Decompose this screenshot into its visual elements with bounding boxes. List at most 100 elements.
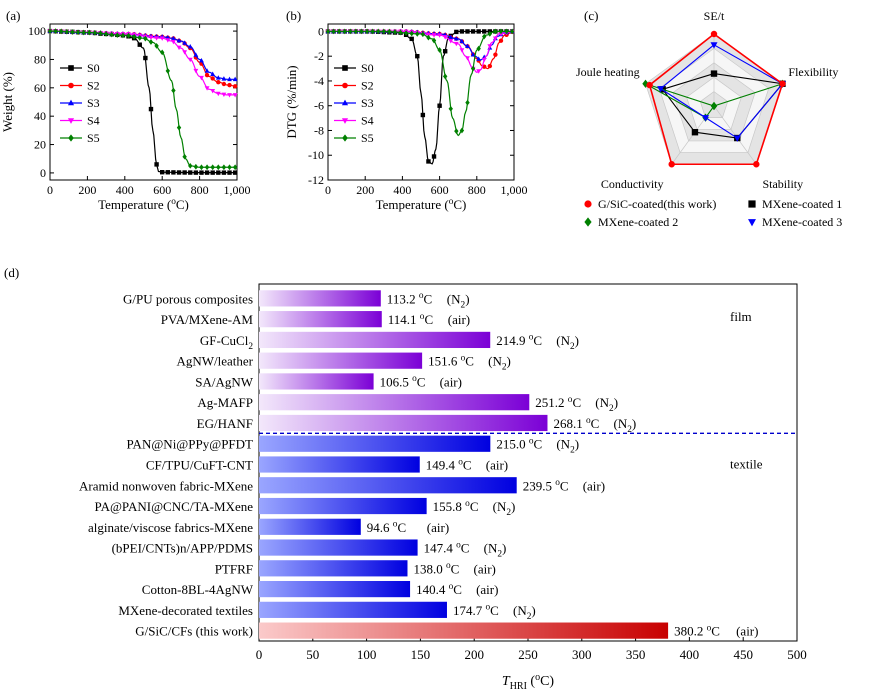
radar-point (668, 161, 675, 168)
x-tick-label: 1,000 (224, 183, 251, 197)
data-marker-S5 (442, 73, 448, 80)
panel-label: (d) (4, 265, 19, 280)
data-marker-S5 (381, 28, 386, 35)
x-tick-label: 200 (78, 183, 96, 197)
radar-series-3 (659, 44, 784, 139)
data-marker-S2 (227, 82, 232, 88)
x-tick-label: 400 (680, 647, 700, 662)
data-marker-S5 (470, 65, 476, 72)
data-marker-S0 (437, 103, 442, 108)
legend-marker (748, 200, 756, 208)
bar (259, 435, 491, 452)
data-marker-S5 (376, 28, 381, 35)
data-marker-S5 (193, 163, 199, 170)
legend-marker (341, 118, 349, 124)
data-marker-S4 (187, 57, 193, 63)
data-marker-S5 (216, 164, 221, 171)
bar-category-label: PA@PANI@CNC/TA-MXene (95, 499, 254, 514)
data-marker-S0 (454, 29, 459, 35)
x-tick-label: 500 (787, 647, 807, 662)
data-marker-S0 (221, 170, 227, 175)
x-tick-label: 200 (464, 647, 484, 662)
bar-category-label: GF-CuCl2​ (200, 333, 253, 352)
bar-value-label: 155.8 oC (433, 499, 479, 514)
series-line-S0 (328, 30, 514, 165)
y-axis-label: DTG (%/min) (284, 65, 299, 138)
bar (259, 394, 530, 411)
panel-label: (a) (6, 8, 20, 23)
data-marker-S3 (171, 35, 176, 41)
data-marker-S4 (453, 41, 459, 47)
bar-category-label: SA/AgNW (195, 374, 254, 389)
bar-value-label: 149.4 oC (426, 457, 472, 472)
bar-atmosphere-label: (N2​) (493, 499, 516, 518)
bar-atmosphere-label: (N2​) (513, 603, 536, 622)
y-tick-label: 60 (34, 81, 46, 95)
data-marker-S5 (336, 28, 342, 35)
data-marker-S5 (154, 43, 159, 49)
bar-atmosphere-label: (N2​) (613, 416, 636, 435)
plot-frame (327, 23, 515, 181)
series-line-S5 (328, 30, 514, 137)
data-marker-S5 (426, 34, 431, 41)
data-marker-S0 (160, 170, 165, 175)
radar-point (691, 129, 699, 136)
data-marker-S4 (465, 56, 470, 61)
x-tick-label: 1,000 (501, 183, 528, 197)
data-marker-S4 (227, 93, 232, 98)
data-marker-S3 (215, 75, 221, 80)
data-marker-S5 (392, 29, 398, 35)
data-marker-S5 (325, 28, 331, 35)
data-marker-S0 (188, 170, 193, 175)
legend-label: MXene-coated 3 (762, 215, 842, 229)
data-marker-S4 (148, 35, 154, 40)
radar-axis-label: Conductivity (601, 177, 664, 191)
data-marker-S4 (193, 68, 199, 74)
y-tick-label: 100 (28, 24, 46, 38)
x-axis-label: Temperature (oC) (376, 197, 467, 212)
bar-value-label: 114.1 oC (388, 312, 433, 327)
x-tick-label: 150 (411, 647, 431, 662)
data-marker-S2 (232, 84, 238, 89)
data-marker-S5 (87, 29, 92, 36)
panel-a: (a) 0 200 400 600 800 1,000 0 20 40 60 80 100 Tempera… (0, 8, 251, 212)
data-marker-S0 (482, 29, 487, 34)
legend-label-S2: S2 (361, 79, 374, 93)
bar (259, 311, 382, 328)
data-marker-S5 (465, 99, 470, 106)
bar-atmosphere-label: (air) (583, 478, 605, 493)
x-tick-label: 350 (626, 647, 646, 662)
legend-label-S0: S0 (87, 61, 100, 75)
legend-label: MXene-coated 1 (762, 197, 842, 211)
data-marker-S0 (470, 29, 476, 34)
bar-atmosphere-label: (air) (486, 458, 508, 473)
bar-atmosphere-label: (N2​) (556, 437, 579, 456)
data-marker-S3 (210, 71, 216, 76)
bar-category-label: alginate/viscose fabrics-MXene (88, 520, 253, 535)
data-marker-S5 (364, 28, 370, 35)
data-marker-S2 (210, 76, 215, 81)
data-marker-S5 (476, 45, 481, 52)
data-marker-S5 (504, 28, 509, 35)
y-tick-label: -10 (308, 148, 324, 162)
data-marker-S4 (481, 57, 487, 63)
x-tick-label: 450 (733, 647, 753, 662)
legend-label-S3: S3 (361, 96, 374, 110)
data-marker-S3 (470, 52, 476, 57)
data-marker-S5 (227, 164, 232, 171)
radar-series-1 (661, 73, 784, 139)
data-marker-S2 (487, 63, 493, 69)
data-marker-S0 (143, 55, 148, 61)
data-marker-S3 (221, 76, 227, 81)
bar (259, 539, 418, 556)
data-marker-S5 (415, 30, 420, 37)
legend-label-S5: S5 (361, 131, 374, 145)
bar-value-label: 147.4 oC (424, 540, 470, 555)
data-marker-S4 (159, 36, 165, 41)
data-marker-S5 (53, 28, 58, 35)
bar-category-label: CF/TPU/CuFT-CNT (146, 458, 253, 473)
bar-value-label: 215.0 oC (496, 437, 542, 452)
legend-label: MXene-coated 2 (598, 215, 678, 229)
x-tick-label: 400 (116, 183, 134, 197)
panel-b: (b) 0 200 400 600 800 1,000 -12 -10 -8 -6 -4 -2 0 Temp… (284, 8, 528, 212)
